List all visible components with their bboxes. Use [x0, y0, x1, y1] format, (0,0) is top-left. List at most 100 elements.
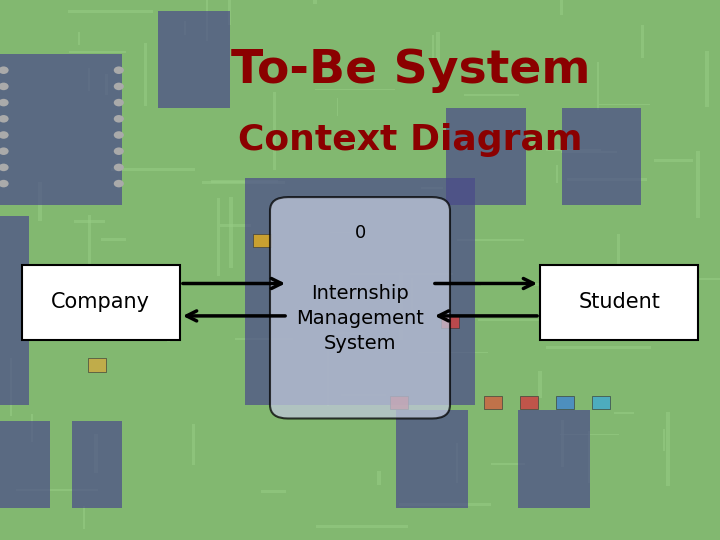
- Bar: [351, 273, 453, 275]
- Bar: [88, 215, 91, 267]
- Bar: [220, 224, 251, 227]
- Bar: [481, 283, 549, 286]
- Bar: [561, 151, 617, 153]
- Bar: [10, 357, 12, 416]
- Bar: [390, 396, 408, 409]
- Bar: [491, 463, 524, 464]
- Bar: [229, 197, 233, 267]
- Bar: [94, 281, 129, 283]
- Circle shape: [114, 115, 124, 123]
- Bar: [269, 238, 273, 310]
- Bar: [456, 443, 459, 483]
- Bar: [478, 319, 569, 321]
- Bar: [588, 430, 590, 483]
- Circle shape: [0, 83, 9, 90]
- Text: Context Diagram: Context Diagram: [238, 124, 582, 157]
- Bar: [706, 51, 709, 107]
- Bar: [168, 308, 170, 341]
- Bar: [599, 104, 650, 105]
- Bar: [663, 429, 665, 450]
- Bar: [546, 149, 601, 152]
- Circle shape: [114, 131, 124, 139]
- Circle shape: [114, 180, 124, 187]
- Bar: [83, 505, 85, 529]
- Bar: [158, 11, 230, 108]
- Bar: [89, 68, 90, 91]
- FancyBboxPatch shape: [270, 197, 450, 418]
- Bar: [420, 187, 443, 189]
- Bar: [92, 294, 141, 297]
- Bar: [0, 421, 50, 508]
- Bar: [192, 424, 194, 464]
- Bar: [654, 159, 693, 162]
- Bar: [72, 421, 122, 508]
- Circle shape: [114, 99, 124, 106]
- Bar: [0, 54, 122, 205]
- Bar: [74, 220, 105, 222]
- Circle shape: [0, 164, 9, 171]
- Bar: [94, 435, 99, 473]
- Bar: [235, 339, 293, 340]
- Bar: [400, 272, 403, 340]
- Bar: [253, 234, 271, 247]
- Circle shape: [114, 147, 124, 155]
- Bar: [396, 410, 468, 508]
- Bar: [38, 183, 42, 221]
- Bar: [17, 489, 99, 491]
- Bar: [261, 490, 286, 492]
- Bar: [562, 108, 641, 205]
- Bar: [436, 32, 439, 71]
- Bar: [101, 238, 125, 241]
- Bar: [567, 178, 647, 181]
- Bar: [592, 396, 610, 409]
- Bar: [321, 332, 364, 334]
- Bar: [441, 315, 459, 328]
- Circle shape: [0, 66, 9, 74]
- Bar: [217, 198, 220, 276]
- Bar: [666, 413, 670, 487]
- Bar: [341, 394, 387, 396]
- Circle shape: [114, 164, 124, 171]
- Bar: [557, 300, 652, 303]
- Bar: [316, 525, 408, 528]
- Bar: [418, 352, 488, 353]
- Circle shape: [0, 180, 9, 187]
- Bar: [111, 168, 195, 171]
- Bar: [411, 278, 413, 315]
- Bar: [315, 89, 395, 90]
- Bar: [556, 165, 559, 183]
- Bar: [31, 414, 33, 442]
- Circle shape: [0, 147, 9, 155]
- Text: Internship
Management
System: Internship Management System: [296, 284, 424, 353]
- Bar: [446, 108, 526, 205]
- Circle shape: [114, 83, 124, 90]
- Bar: [245, 178, 475, 405]
- Bar: [0, 216, 29, 405]
- Bar: [68, 10, 153, 13]
- Bar: [540, 265, 698, 340]
- Bar: [431, 35, 433, 68]
- Bar: [642, 24, 644, 58]
- Text: 0: 0: [354, 224, 366, 242]
- Bar: [330, 232, 358, 233]
- Bar: [561, 421, 564, 467]
- Bar: [184, 21, 186, 35]
- Bar: [116, 267, 145, 269]
- Bar: [78, 32, 80, 45]
- Bar: [559, 0, 562, 15]
- Circle shape: [0, 99, 9, 106]
- Bar: [336, 98, 338, 116]
- Bar: [22, 265, 180, 340]
- Bar: [520, 396, 538, 409]
- Bar: [457, 239, 523, 241]
- Bar: [273, 92, 276, 170]
- Bar: [206, 0, 208, 40]
- Bar: [518, 410, 590, 508]
- Bar: [228, 0, 230, 25]
- Bar: [69, 51, 127, 52]
- Bar: [377, 471, 381, 485]
- Bar: [614, 412, 634, 414]
- Bar: [484, 396, 502, 409]
- Bar: [597, 62, 599, 110]
- Bar: [313, 0, 318, 4]
